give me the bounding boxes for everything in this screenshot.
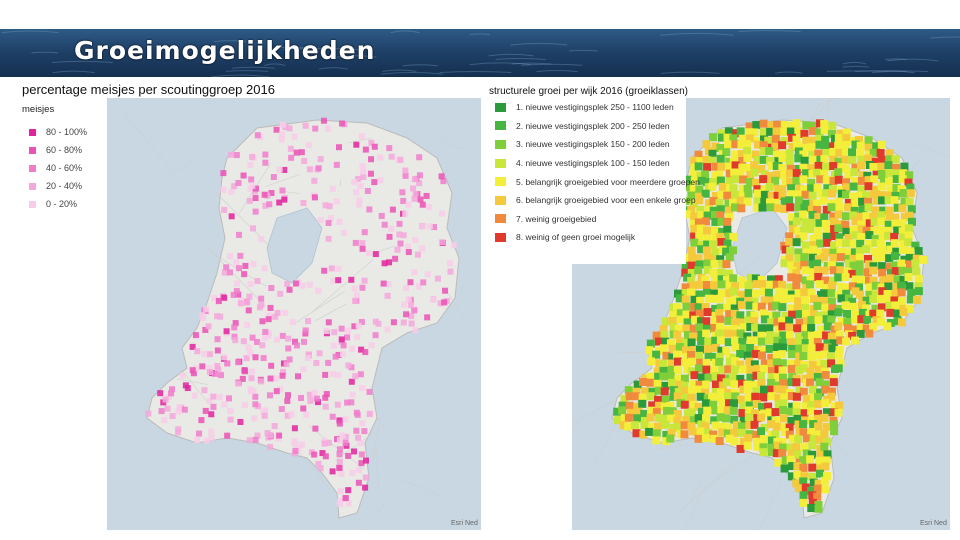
girls-percentage-map[interactable] [107, 98, 481, 540]
left-map-legend: meisjes 80 - 100% 60 - 80% 40 - 60% 20 - 40… [22, 104, 106, 213]
legend-label: 2. nieuwe vestigingsplek 200 - 250 leden [516, 120, 670, 131]
left-map-title: percentage meisjes per scoutinggroep 201… [22, 82, 275, 97]
legend-item: 2. nieuwe vestigingsplek 200 - 250 leden [489, 117, 686, 136]
legend-swatch [495, 177, 506, 187]
legend-label: 6. belangrijk groeigebied voor een enkel… [516, 195, 696, 206]
map-credit: Esri Ned [451, 520, 478, 527]
map-credit: Esri Ned [920, 520, 947, 527]
legend-item: 6. belangrijk groeigebied voor een enkel… [489, 191, 696, 210]
legend-item: 20 - 40% [22, 177, 106, 195]
right-map-title: structurele groei per wijk 2016 (groeikl… [489, 86, 688, 97]
legend-swatch [29, 146, 36, 154]
legend-label: 1. nieuwe vestigingsplek 250 - 1100 lede… [516, 102, 674, 113]
legend-item: 60 - 80% [22, 141, 106, 159]
legend-swatch [495, 214, 506, 224]
legend-label: 5. belangrijk groeigebied voor meerdere … [516, 176, 700, 187]
legend-label: 20 - 40% [46, 181, 83, 191]
legend-heading: meisjes [22, 104, 55, 115]
growth-classes-map[interactable] [557, 83, 960, 537]
legend-label: 60 - 80% [46, 145, 83, 155]
legend-label: 80 - 100% [46, 127, 88, 137]
legend-swatch [29, 164, 36, 172]
legend-label: 4. nieuwe vestigingsplek 100 - 150 leden [516, 158, 670, 169]
legend-swatch [29, 128, 36, 136]
legend-label: 3. nieuwe vestigingsplek 150 - 200 leden [516, 139, 670, 150]
legend-item: 5. belangrijk groeigebied voor meerdere … [489, 172, 700, 191]
legend-swatch [495, 232, 506, 242]
legend-swatch [495, 121, 506, 131]
legend-label: 40 - 60% [46, 163, 83, 173]
slide-title: Groeimogelijkheden [74, 36, 376, 65]
legend-item: 4. nieuwe vestigingsplek 100 - 150 leden [489, 154, 686, 173]
legend-swatch [29, 182, 36, 190]
legend-swatch [29, 200, 36, 208]
legend-item: 80 - 100% [22, 123, 106, 141]
legend-item: 3. nieuwe vestigingsplek 150 - 200 leden [489, 135, 686, 154]
legend-swatch [495, 158, 506, 168]
legend-item: 1. nieuwe vestigingsplek 250 - 1100 lede… [489, 98, 686, 117]
legend-item: 8. weinig of geen groei mogelijk [489, 228, 686, 247]
header-banner [0, 29, 960, 77]
right-map-legend: 1. nieuwe vestigingsplek 250 - 1100 lede… [489, 98, 700, 264]
legend-label: 7. weinig groeigebied [516, 213, 597, 224]
legend-swatch [495, 139, 506, 149]
legend-label: 0 - 20% [46, 199, 78, 209]
legend-label: 8. weinig of geen groei mogelijk [516, 232, 636, 243]
legend-item: 7. weinig groeigebied [489, 210, 686, 229]
legend-item: 0 - 20% [22, 195, 106, 213]
legend-item: 40 - 60% [22, 159, 106, 177]
legend-swatch [495, 195, 506, 205]
legend-swatch [495, 102, 506, 112]
